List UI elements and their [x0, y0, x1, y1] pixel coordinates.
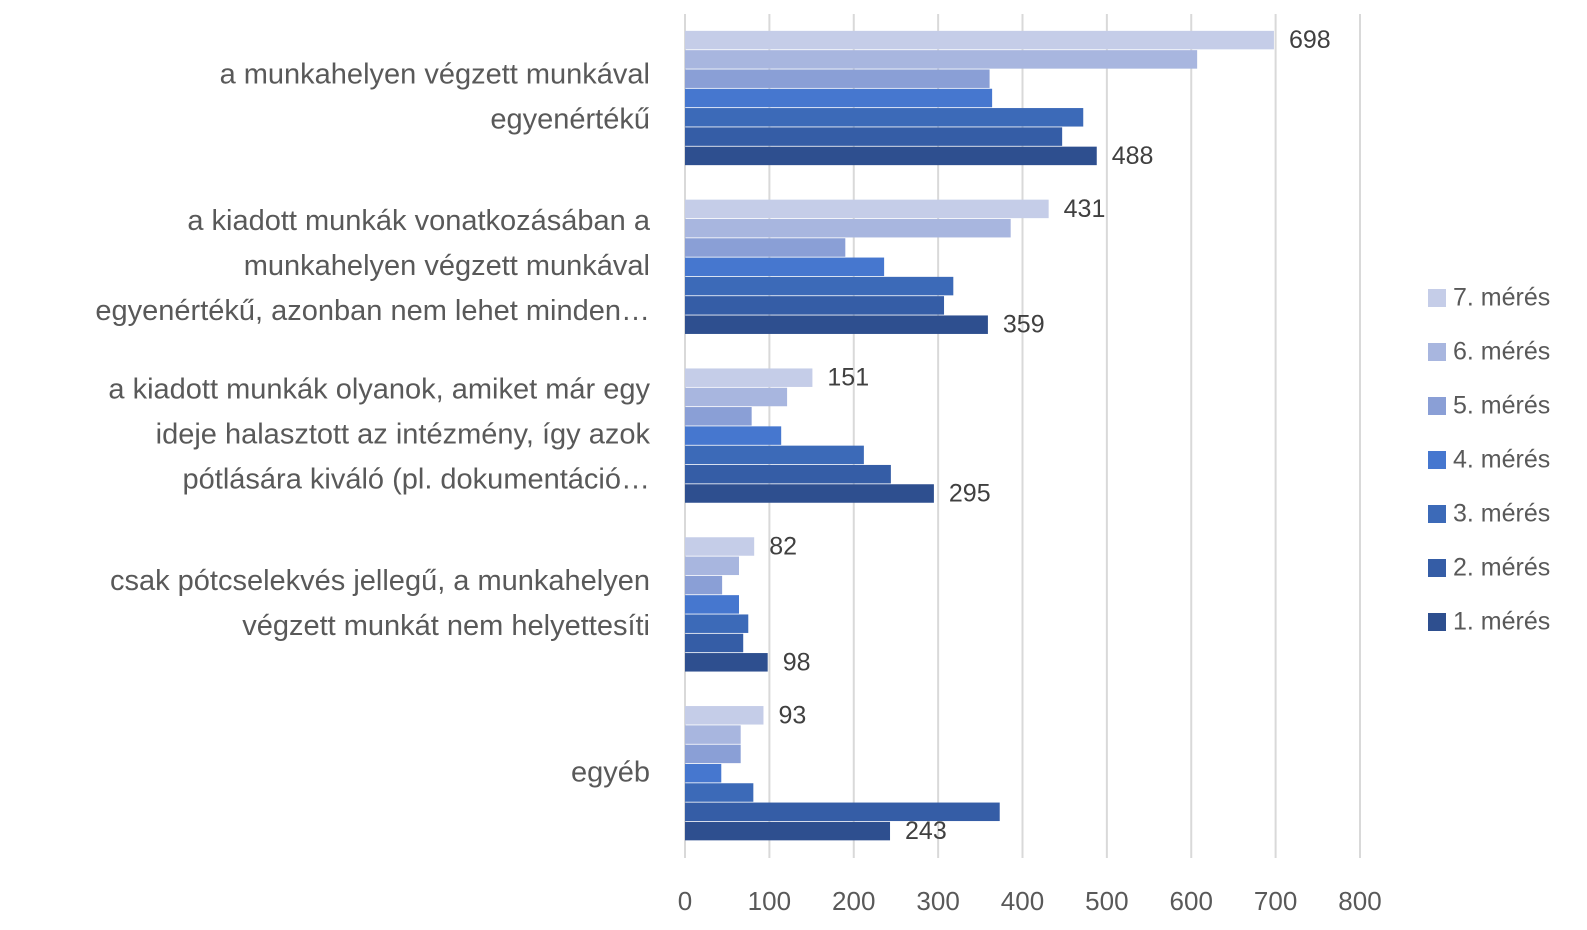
bar — [685, 783, 754, 802]
data-label: 151 — [827, 364, 869, 392]
legend-label: 7. mérés — [1453, 284, 1550, 312]
data-label: 93 — [778, 701, 806, 729]
bar — [685, 88, 993, 108]
data-label: 295 — [949, 480, 991, 508]
bar — [685, 445, 864, 465]
bar — [685, 315, 988, 334]
category-label: a kiadott munkák olyanok, amiket már egy — [108, 374, 650, 406]
data-label: 98 — [783, 648, 811, 676]
data-label: 431 — [1064, 195, 1106, 223]
bar — [685, 763, 722, 783]
legend-label: 1. mérés — [1453, 608, 1550, 636]
bar — [685, 821, 891, 841]
x-tick-label: 300 — [916, 886, 959, 916]
bar — [685, 614, 749, 633]
category-label: a munkahelyen végzett munkával — [220, 59, 650, 91]
bar — [685, 30, 1274, 50]
data-label: 82 — [769, 533, 797, 561]
category-label: végzett munkát nem helyettesíti — [242, 610, 650, 642]
legend-swatch — [1428, 505, 1446, 523]
bar — [685, 108, 1084, 127]
legend-swatch — [1428, 451, 1446, 469]
legend-swatch — [1428, 343, 1446, 361]
x-tick-label: 600 — [1170, 886, 1213, 916]
legend-label: 2. mérés — [1453, 554, 1550, 582]
bar — [685, 387, 788, 407]
bar — [685, 706, 764, 725]
x-tick-label: 700 — [1254, 886, 1297, 916]
category-label: ideje halasztott az intézmény, így azok — [156, 419, 651, 451]
data-label: 698 — [1289, 26, 1331, 54]
category-label: a kiadott munkák vonatkozásában a — [187, 205, 651, 237]
bar — [685, 633, 744, 653]
legend-swatch — [1428, 613, 1446, 631]
x-tick-label: 100 — [748, 886, 791, 916]
bar — [685, 238, 846, 257]
legend-label: 4. mérés — [1453, 446, 1550, 474]
legend-label: 3. mérés — [1453, 500, 1550, 528]
bar — [685, 653, 768, 672]
legend-swatch — [1428, 397, 1446, 415]
bar — [685, 575, 723, 595]
legend-label: 5. mérés — [1453, 392, 1550, 420]
bar — [685, 296, 945, 315]
x-tick-label: 800 — [1338, 886, 1381, 916]
bar — [685, 802, 1000, 822]
legend-label: 6. mérés — [1453, 338, 1550, 366]
bar — [685, 127, 1063, 146]
x-tick-label: 400 — [1001, 886, 1044, 916]
data-label: 243 — [905, 817, 947, 845]
bar — [685, 464, 891, 484]
bar — [685, 69, 990, 88]
legend-swatch — [1428, 289, 1446, 307]
bar — [685, 218, 1011, 238]
category-label: egyéb — [571, 756, 650, 788]
x-tick-label: 500 — [1085, 886, 1128, 916]
bar — [685, 725, 741, 744]
bar — [685, 484, 934, 503]
bar — [685, 407, 752, 426]
bar — [685, 146, 1097, 166]
bar — [685, 257, 885, 277]
bar — [685, 199, 1049, 219]
category-label: pótlására kiváló (pl. dokumentáció… — [183, 464, 650, 496]
bar — [685, 50, 1198, 69]
bar — [685, 276, 954, 296]
data-label: 359 — [1003, 311, 1045, 339]
bar — [685, 537, 755, 556]
x-tick-label: 0 — [678, 886, 692, 916]
bar — [685, 368, 813, 387]
category-label: munkahelyen végzett munkával — [244, 250, 650, 282]
x-tick-label: 200 — [832, 886, 875, 916]
legend-swatch — [1428, 559, 1446, 577]
bar — [685, 595, 739, 614]
data-label: 488 — [1112, 142, 1154, 170]
category-label: csak pótcselekvés jellegű, a munkahelyen — [110, 565, 650, 597]
bar — [685, 744, 741, 764]
bar — [685, 556, 739, 576]
category-label: egyenértékű, azonban nem lehet minden… — [95, 295, 650, 327]
bar — [685, 426, 782, 445]
category-label: egyenértékű — [490, 104, 650, 136]
